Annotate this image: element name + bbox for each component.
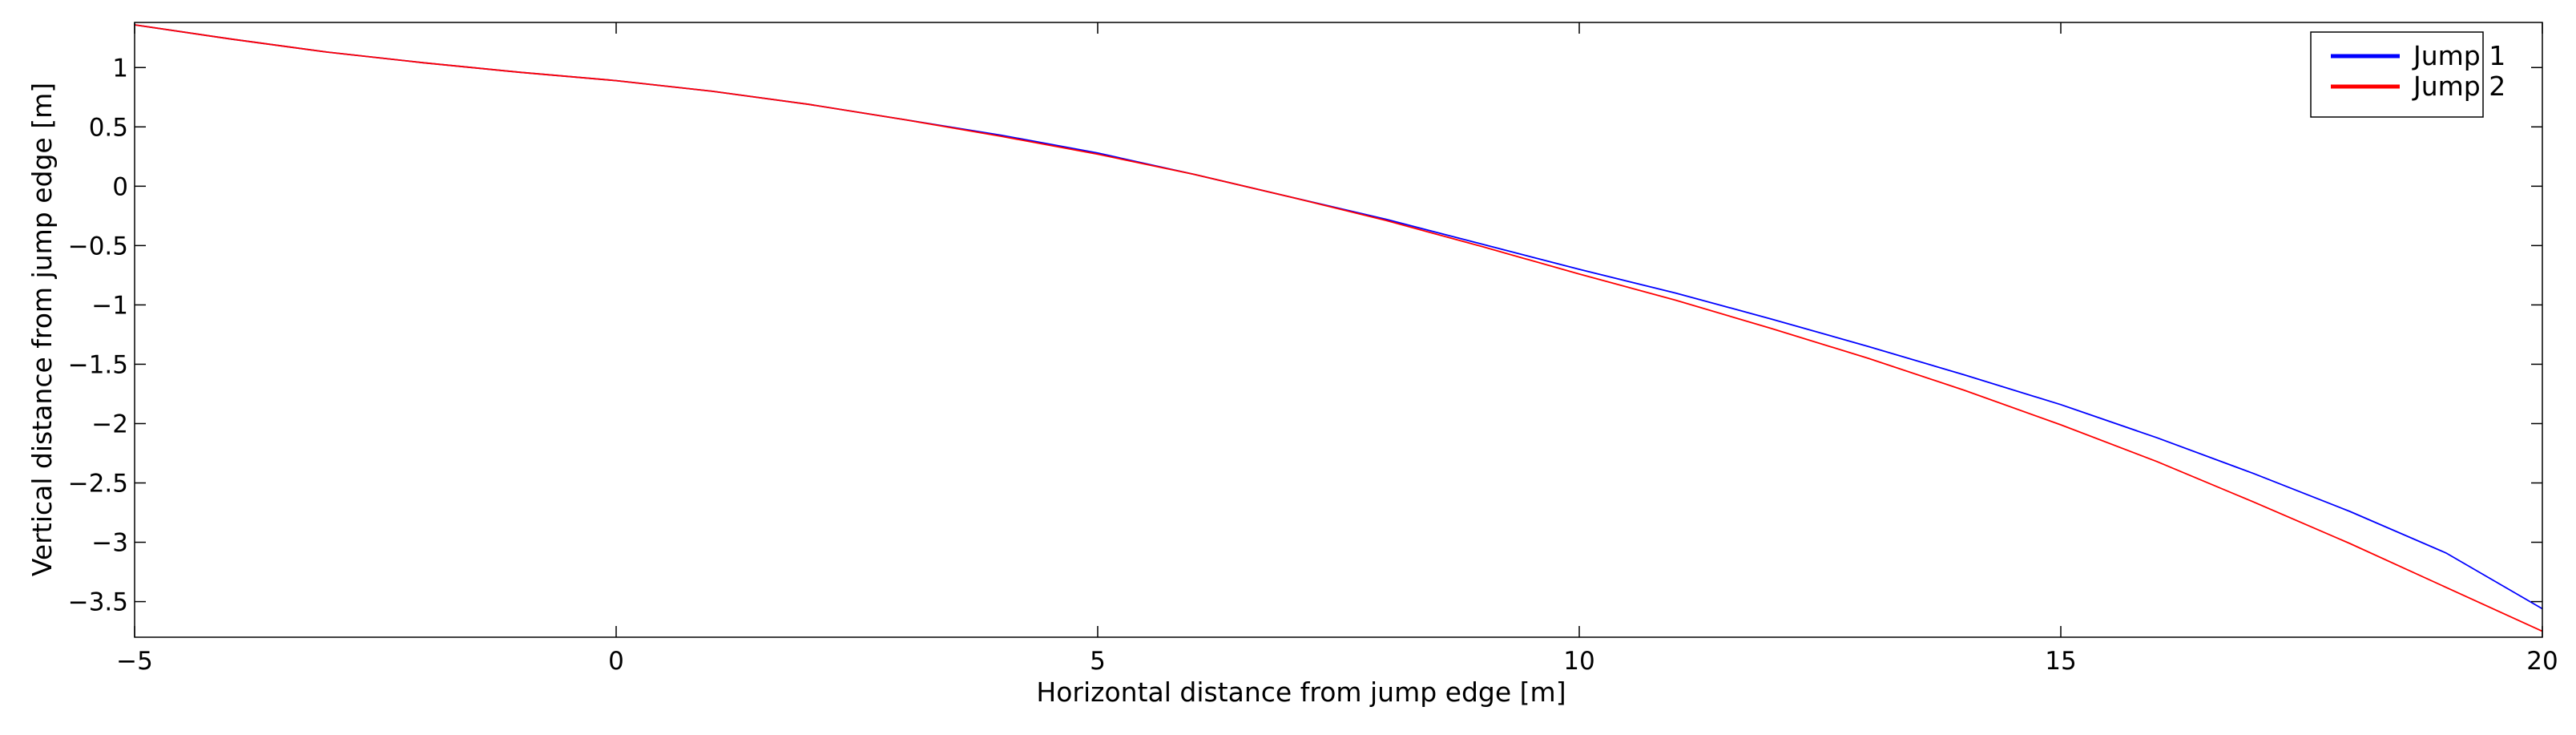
plot-frame (134, 22, 2543, 638)
legend-label-jump-2: Jump 2 (2412, 71, 2505, 102)
x-tick-label: −5 (116, 647, 153, 676)
y-tick-label: 1 (112, 54, 128, 83)
x-tick-label: 15 (2045, 647, 2076, 676)
x-tick-label: 5 (1090, 647, 1106, 676)
y-tick-label: −2 (91, 410, 128, 438)
y-tick-label: −3 (91, 529, 128, 558)
y-tick-label: −3.5 (68, 588, 128, 617)
tick-layer: −5 0 5 10 15 20 1 0.5 0 −0.5 −1 −1.5 −2 −2.5 −3 −3.5 (68, 22, 2558, 676)
y-tick-label: 0.5 (89, 113, 128, 142)
series-layer (134, 24, 2543, 632)
legend-box (2310, 31, 2484, 118)
x-tick-label: 10 (1563, 647, 1594, 676)
y-axis-title: Vertical distance from jump edge [m] (26, 83, 58, 576)
y-tick-label: −1.5 (68, 350, 128, 379)
x-tick-label: 20 (2526, 647, 2558, 676)
legend-label-jump-1: Jump 1 (2412, 40, 2505, 71)
series-line-jump-2 (134, 24, 2543, 632)
y-tick-label: −0.5 (68, 232, 128, 260)
plot-area (135, 22, 2542, 637)
y-tick-label: 0 (112, 172, 128, 201)
y-tick-label: −2.5 (68, 470, 128, 499)
y-tick-label: −1 (91, 291, 128, 320)
legend: Jump 1 Jump 2 (2310, 31, 2505, 118)
x-axis-title: Horizontal distance from jump edge [m] (1036, 676, 1566, 708)
x-tick-label: 0 (608, 647, 624, 676)
